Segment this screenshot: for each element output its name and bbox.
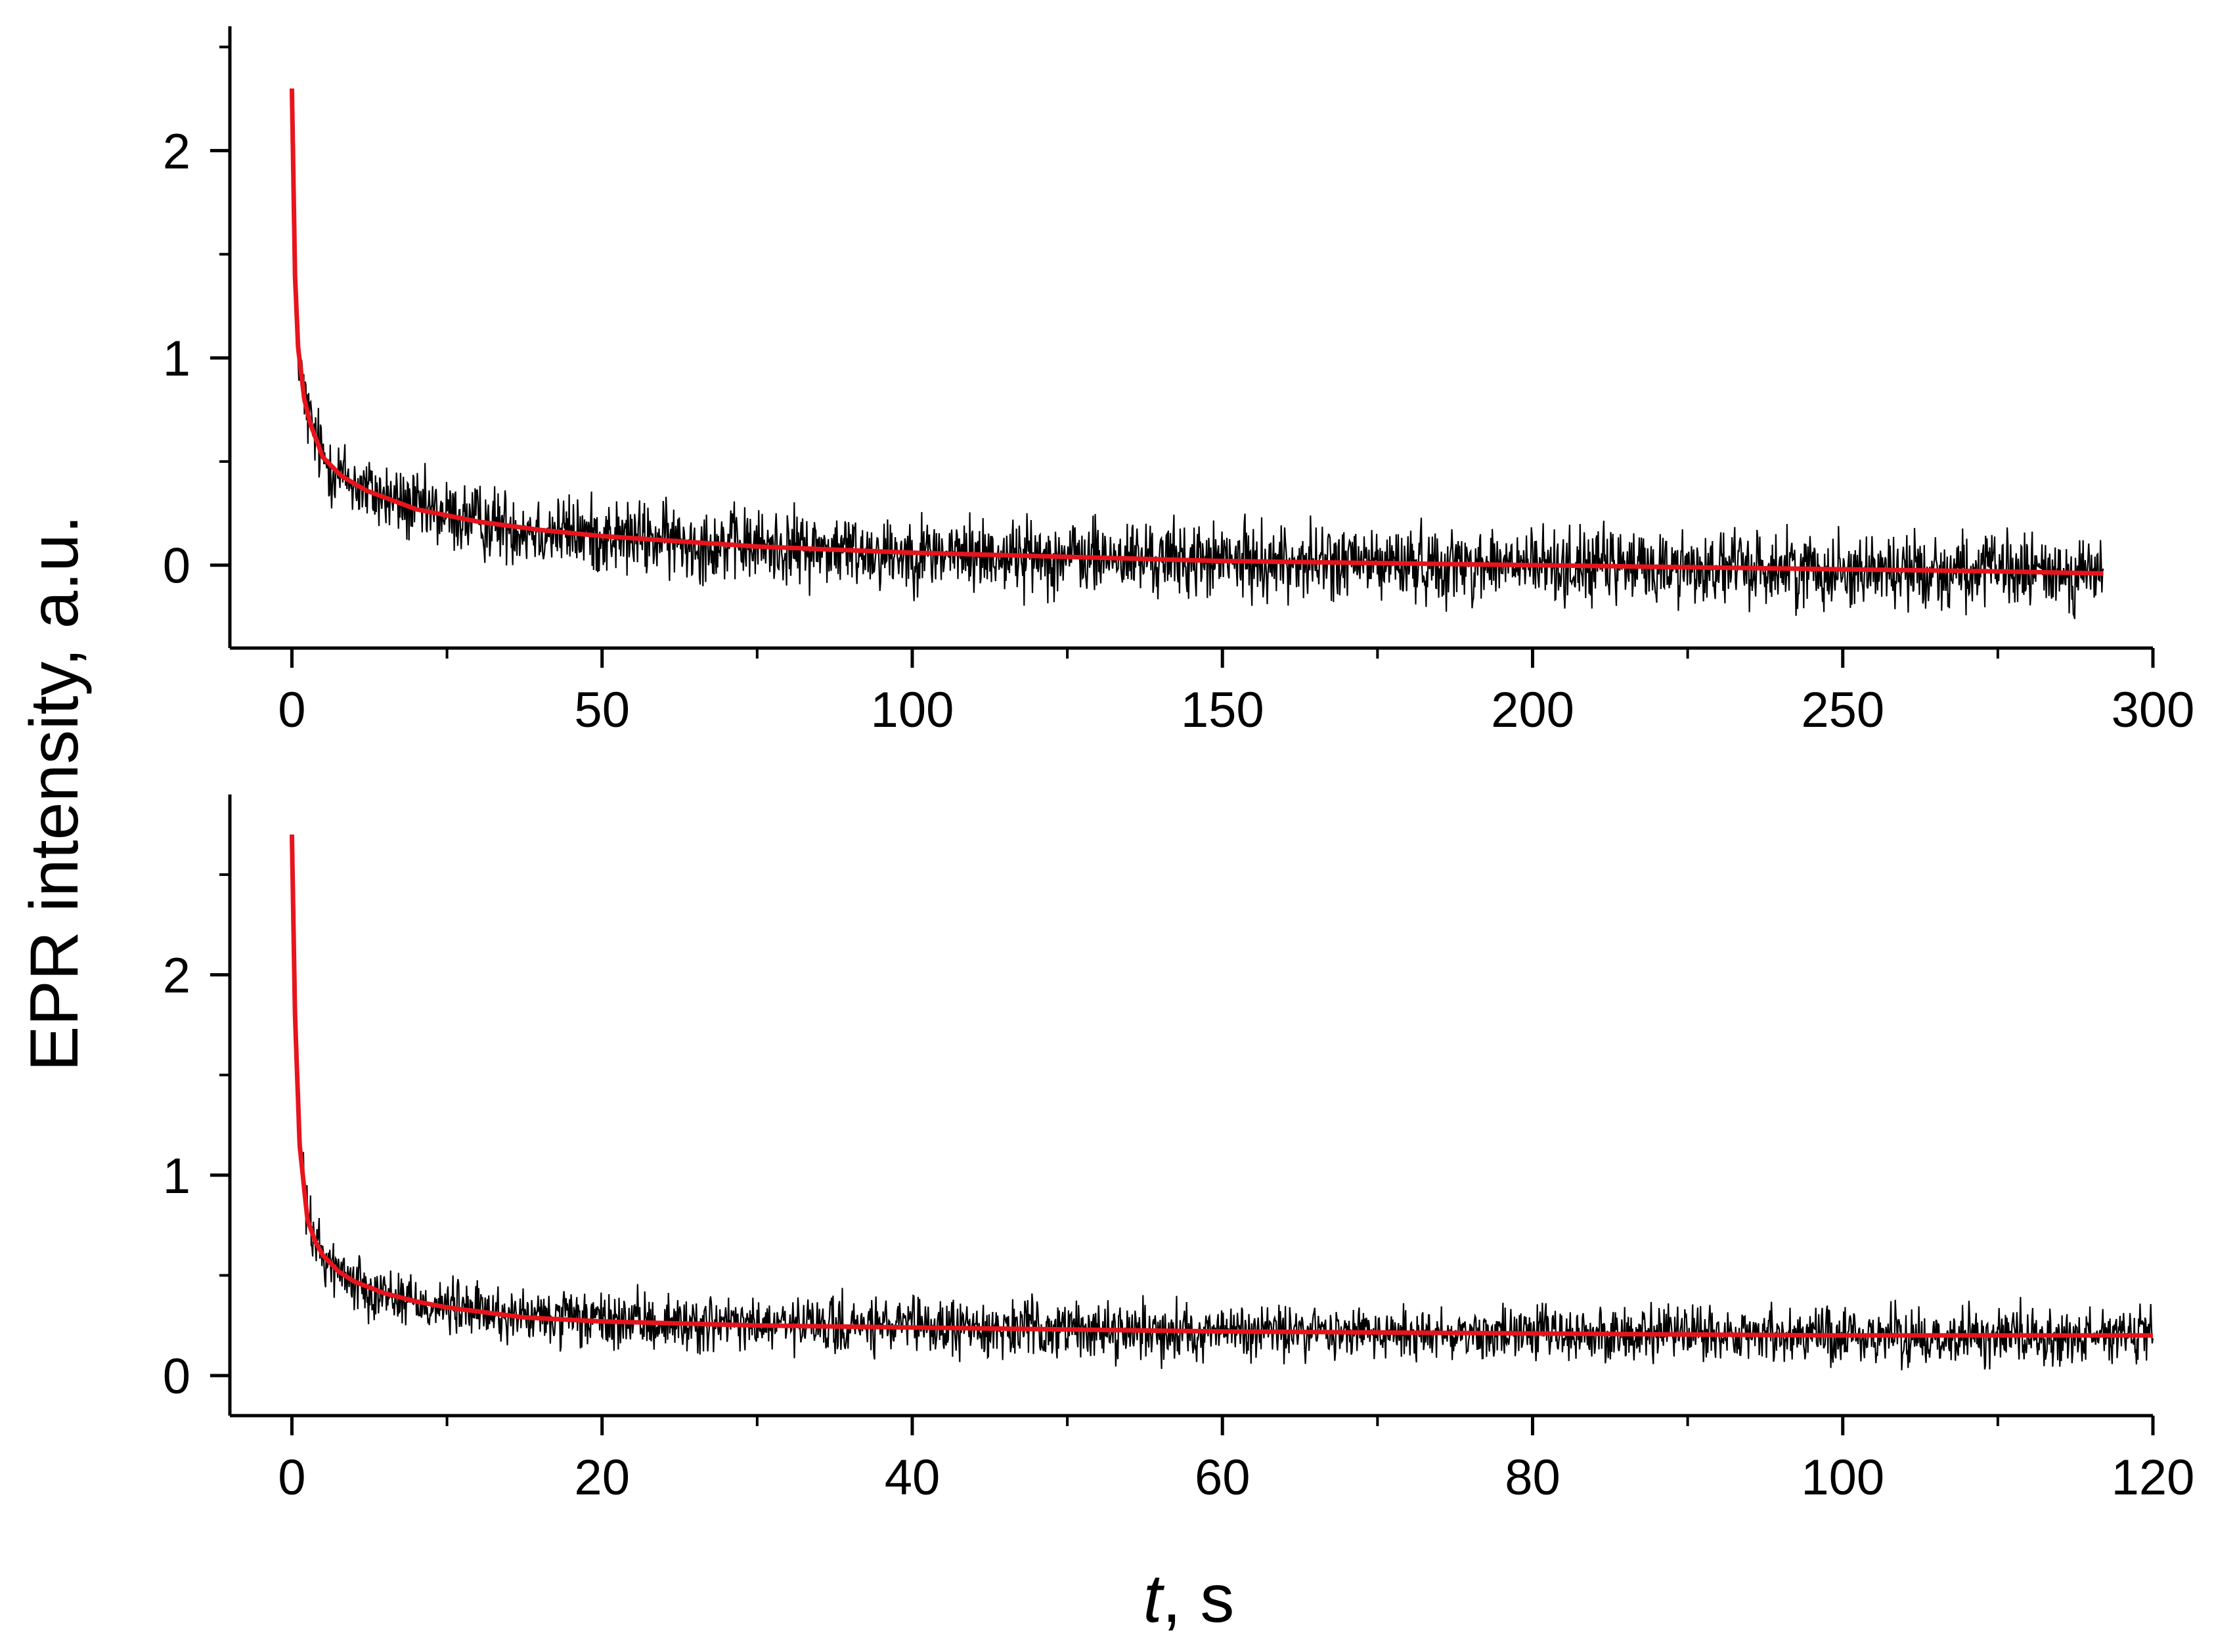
x-tick-label: 50 [574,682,630,738]
fit-curve [290,86,2104,576]
x-tick-label: 0 [278,682,305,738]
x-axis-unit: , s [1162,1561,1235,1637]
x-tick-label: 200 [1491,682,1574,738]
y-tick-label: 2 [163,948,190,1004]
x-tick-label: 150 [1181,682,1264,738]
x-tick-label: 80 [1505,1450,1561,1506]
x-tick-label: 250 [1801,682,1884,738]
bottom-panel: 0 20 40 60 80 100 120 0 1 2 [163,794,2195,1506]
x-tick-label: 60 [1195,1450,1251,1506]
y-tick-label: 2 [163,123,190,179]
y-tick-label: 0 [163,1349,190,1404]
fit-curve [290,833,2153,1338]
experimental-trace [291,122,2104,619]
x-axis-title: t, s [1143,1561,1235,1637]
x-tick-label: 0 [278,1450,305,1506]
x-tick-label: 120 [2112,1450,2195,1506]
experimental-trace [291,838,2154,1371]
y-tick-label: 0 [163,538,190,594]
x-tick-label: 20 [574,1450,630,1506]
y-axis-title: EPR intensity, a.u. [16,515,93,1072]
x-axis-variable: t [1143,1561,1165,1637]
x-tick-label: 300 [2112,682,2195,738]
y-tick-label: 1 [163,331,190,387]
y-tick-label: 1 [163,1148,190,1204]
x-tick-label: 100 [1801,1450,1884,1506]
top-panel: 0 50 100 150 200 250 300 0 1 2 [163,26,2195,738]
x-tick-label: 100 [871,682,954,738]
x-tick-label: 40 [885,1450,941,1506]
